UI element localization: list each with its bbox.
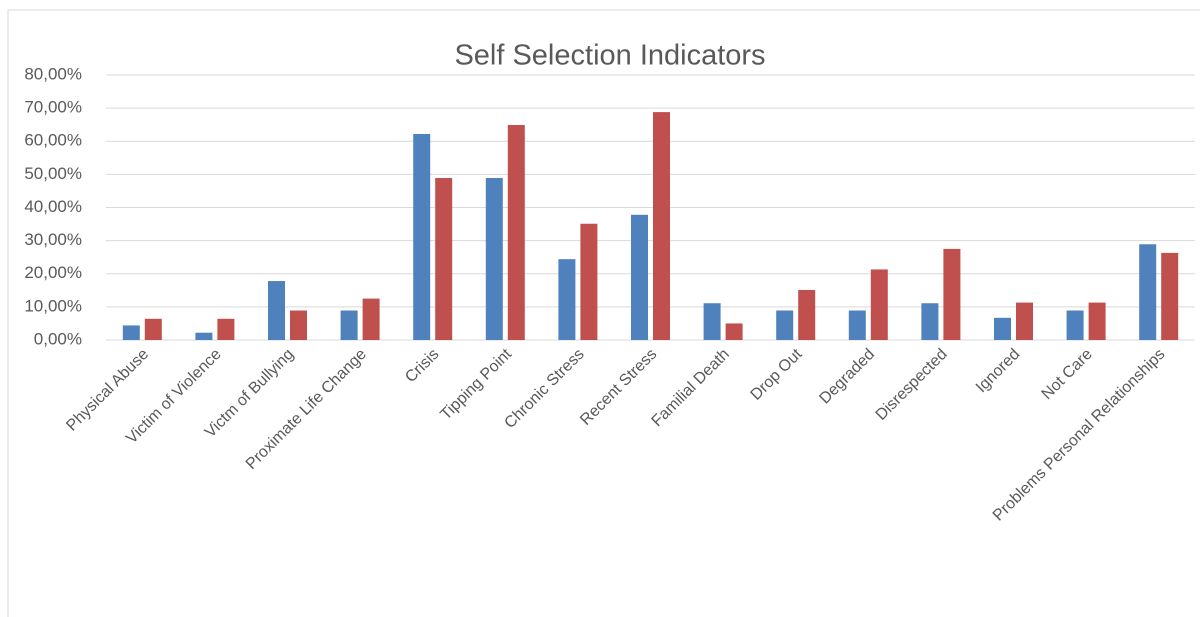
bar xyxy=(870,269,888,340)
y-tick-label: 50,00% xyxy=(24,164,82,183)
chart-frame xyxy=(7,9,1200,617)
bar xyxy=(994,317,1011,340)
bar xyxy=(798,289,816,340)
x-tick-label: Familial Death xyxy=(649,346,733,430)
bar xyxy=(1161,252,1179,340)
x-tick-label: Chronic Stress xyxy=(501,346,587,432)
y-tick-label: 30,00% xyxy=(24,230,82,249)
x-tick-label: Not Care xyxy=(1039,346,1096,403)
bar xyxy=(268,281,285,340)
bar xyxy=(703,303,721,340)
x-tick-label: Drop Out xyxy=(748,345,806,403)
y-tick-label: 0,00% xyxy=(34,329,82,348)
x-tick-label: Degraded xyxy=(816,346,878,408)
bar xyxy=(653,112,670,340)
bar xyxy=(122,325,140,340)
bar xyxy=(921,303,939,340)
bar xyxy=(507,125,525,340)
y-tick-label: 10,00% xyxy=(24,296,82,315)
bar xyxy=(435,178,453,340)
bar xyxy=(580,223,598,340)
bar xyxy=(558,259,576,340)
y-tick-label: 70,00% xyxy=(24,98,82,117)
bar xyxy=(1016,302,1033,340)
x-tick-label: Recent Stress xyxy=(577,346,660,429)
x-tick-label: Disrespected xyxy=(873,346,951,424)
y-tick-label: 60,00% xyxy=(24,131,82,150)
bar xyxy=(725,323,743,340)
bar xyxy=(290,310,307,340)
bar xyxy=(413,133,431,340)
y-tick-label: 40,00% xyxy=(24,197,82,216)
bar xyxy=(1066,310,1084,340)
bar xyxy=(1139,244,1157,340)
bar xyxy=(217,318,235,340)
bar xyxy=(485,178,503,340)
bar xyxy=(631,214,648,340)
x-tick-label: Proximate Life Change xyxy=(243,346,370,473)
bar xyxy=(144,318,162,340)
bar xyxy=(362,298,380,340)
y-tick-label: 20,00% xyxy=(24,263,82,282)
y-tick-label: 80,00% xyxy=(24,64,82,83)
bar xyxy=(340,310,358,340)
bar xyxy=(1088,302,1106,340)
chart-title: Self Selection Indicators xyxy=(454,40,765,72)
bar xyxy=(776,310,794,340)
bar xyxy=(195,332,213,340)
bar xyxy=(848,310,866,340)
x-tick-label: Crisis xyxy=(402,346,442,386)
x-tick-label: Tipping Point xyxy=(437,345,515,423)
bar xyxy=(943,248,961,340)
x-tick-label: Ignored xyxy=(973,346,1023,396)
